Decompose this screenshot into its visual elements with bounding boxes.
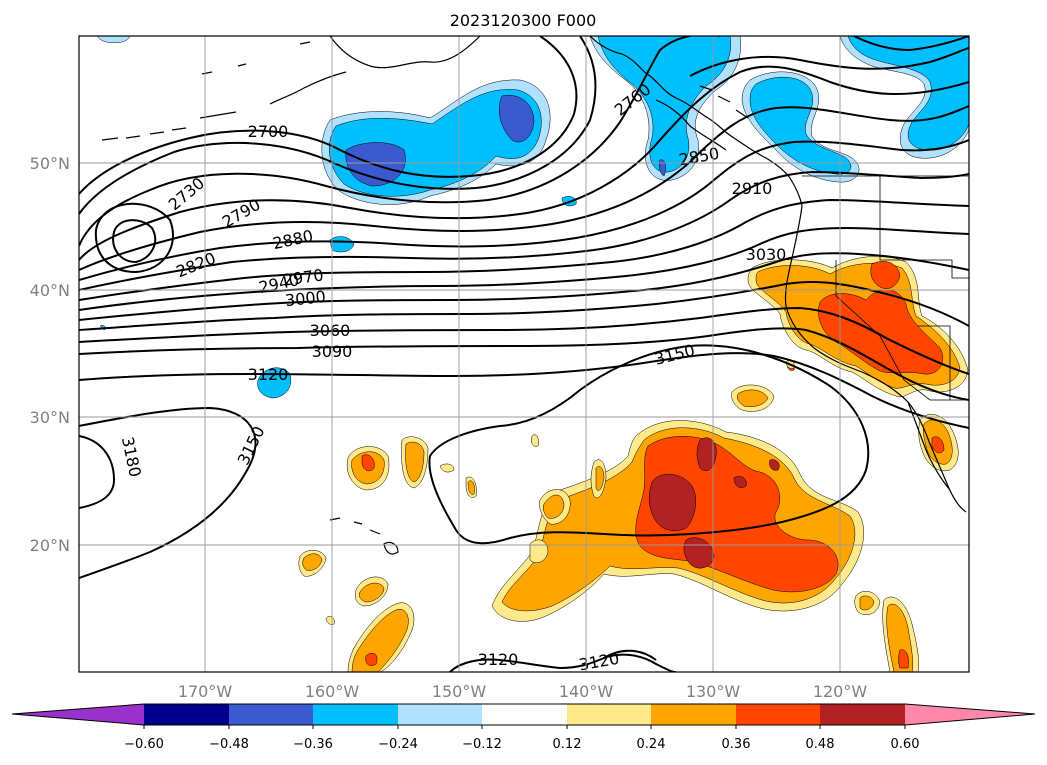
colorbar-tick-label: −0.24 [378,737,418,752]
contour-label: 3120 [478,650,519,669]
colorbar-segment [567,704,651,725]
lat-label-20n: 20°N [30,536,70,555]
positive-anomaly-shading [298,256,969,672]
contour-label: 3120 [248,365,289,384]
contour-label: 3120 [577,649,620,675]
colorbar-tick-label: 0.24 [637,737,666,752]
map-content: 2700 2730 2760 2790 2820 2850 2880 2910 … [79,36,969,675]
contour-label: 3030 [746,245,787,264]
gridlines [79,36,969,672]
lat-label-30n: 30°N [30,408,70,427]
colorbar-tick-label: 0.48 [806,737,835,752]
lon-label-160w: 160°W [305,682,360,701]
colorbar-segment [398,704,482,725]
latitude-labels: 50°N 40°N 30°N 20°N [30,154,70,555]
colorbar-tick-label: −0.36 [293,737,333,752]
map-frame [78,35,970,673]
lon-label-120w: 120°W [813,682,868,701]
colorbar-extend-low [12,704,144,725]
lat-label-40n: 40°N [30,281,70,300]
lat-label-50n: 50°N [30,154,70,173]
colorbar-tick-label: 0.12 [553,737,582,752]
colorbar: −0.60 −0.48 −0.36 −0.24 −0.12 0.12 0.24 … [11,703,1036,752]
colorbar-tick-label: −0.12 [462,737,502,752]
lon-label-150w: 150°W [432,682,487,701]
colorbar-segment [229,704,313,725]
colorbar-segment [820,704,905,725]
contour-label: 3060 [310,321,351,340]
map-title: 2023120300 F000 [450,11,597,30]
colorbar-segment [651,704,736,725]
colorbar-ticks [143,725,906,729]
colorbar-tick-label: 0.36 [722,737,751,752]
contour-label: 2700 [248,122,289,141]
colorbar-tick-label: 0.60 [891,737,920,752]
colorbar-segment [482,704,567,725]
colorbar-tick-label: −0.60 [124,737,164,752]
colorbar-extend-high [905,704,1035,725]
colorbar-segment [144,704,229,725]
longitude-labels: 170°W 160°W 150°W 140°W 130°W 120°W [178,682,868,701]
contour-label: 3000 [284,287,326,310]
contour-label: 2910 [732,179,773,198]
colorbar-tick-label: −0.48 [209,737,249,752]
colorbar-segment [313,704,398,725]
lon-label-140w: 140°W [559,682,614,701]
lon-label-170w: 170°W [178,682,233,701]
colorbar-segment [736,704,820,725]
coastlines [101,36,969,555]
lon-label-130w: 130°W [686,682,741,701]
height-contours [79,36,969,672]
